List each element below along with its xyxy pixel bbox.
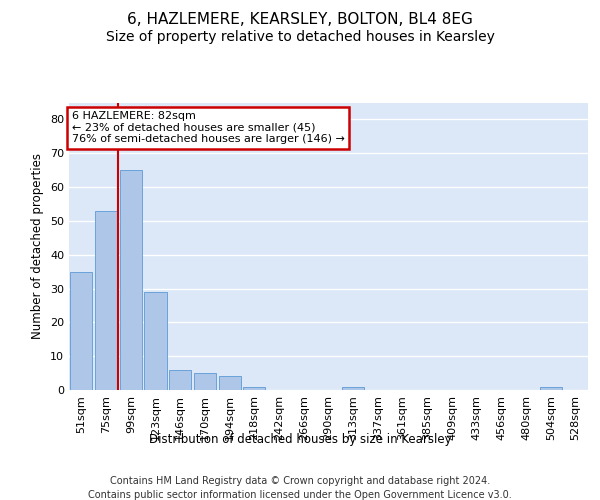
Bar: [194, 373, 216, 390]
Bar: [243, 386, 265, 390]
Text: Distribution of detached houses by size in Kearsley: Distribution of detached houses by size …: [149, 432, 451, 446]
Text: 6, HAZLEMERE, KEARSLEY, BOLTON, BL4 8EG: 6, HAZLEMERE, KEARSLEY, BOLTON, BL4 8EG: [127, 12, 473, 28]
Bar: [342, 386, 364, 390]
Text: Size of property relative to detached houses in Kearsley: Size of property relative to detached ho…: [106, 30, 494, 44]
Bar: [169, 370, 191, 390]
Bar: [218, 376, 241, 390]
Bar: [119, 170, 142, 390]
Y-axis label: Number of detached properties: Number of detached properties: [31, 153, 44, 340]
Text: 6 HAZLEMERE: 82sqm
← 23% of detached houses are smaller (45)
76% of semi-detache: 6 HAZLEMERE: 82sqm ← 23% of detached hou…: [71, 111, 344, 144]
Bar: [70, 272, 92, 390]
Text: Contains public sector information licensed under the Open Government Licence v3: Contains public sector information licen…: [88, 490, 512, 500]
Text: Contains HM Land Registry data © Crown copyright and database right 2024.: Contains HM Land Registry data © Crown c…: [110, 476, 490, 486]
Bar: [95, 210, 117, 390]
Bar: [540, 386, 562, 390]
Bar: [145, 292, 167, 390]
